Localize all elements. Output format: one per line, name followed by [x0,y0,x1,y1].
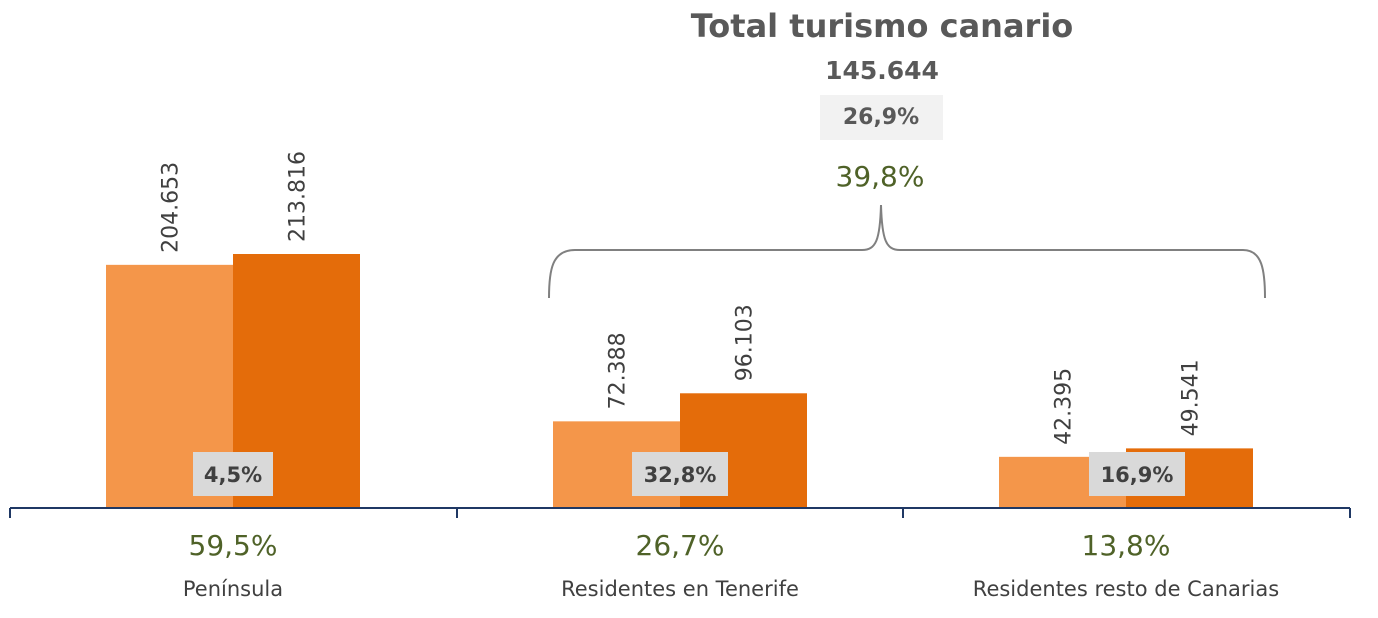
x-tick-label: Península [183,577,283,601]
total-change-box [820,95,943,140]
value-label: 96.103 [733,304,758,381]
share-label: 13,8% [1082,529,1171,562]
value-label: 204.653 [159,162,184,253]
total-value: 145.644 [825,56,939,85]
change-label: 16,9% [1101,463,1174,487]
value-label: 213.816 [286,151,311,242]
chart-title: Total turismo canario [691,7,1074,45]
value-label: 72.388 [606,332,631,409]
change-label: 4,5% [204,463,262,487]
value-label: 49.541 [1179,359,1204,436]
value-label: 42.395 [1052,368,1077,445]
change-box [632,452,728,496]
x-tick-label: Residentes en Tenerife [561,577,799,601]
total-share: 39,8% [836,160,925,193]
change-box [1089,452,1185,496]
share-label: 26,7% [636,529,725,562]
share-label: 59,5% [189,529,278,562]
change-label: 32,8% [644,463,717,487]
total-change: 26,9% [843,105,919,130]
change-box [193,452,273,496]
x-tick-label: Residentes resto de Canarias [973,577,1279,601]
brace [548,204,1266,299]
